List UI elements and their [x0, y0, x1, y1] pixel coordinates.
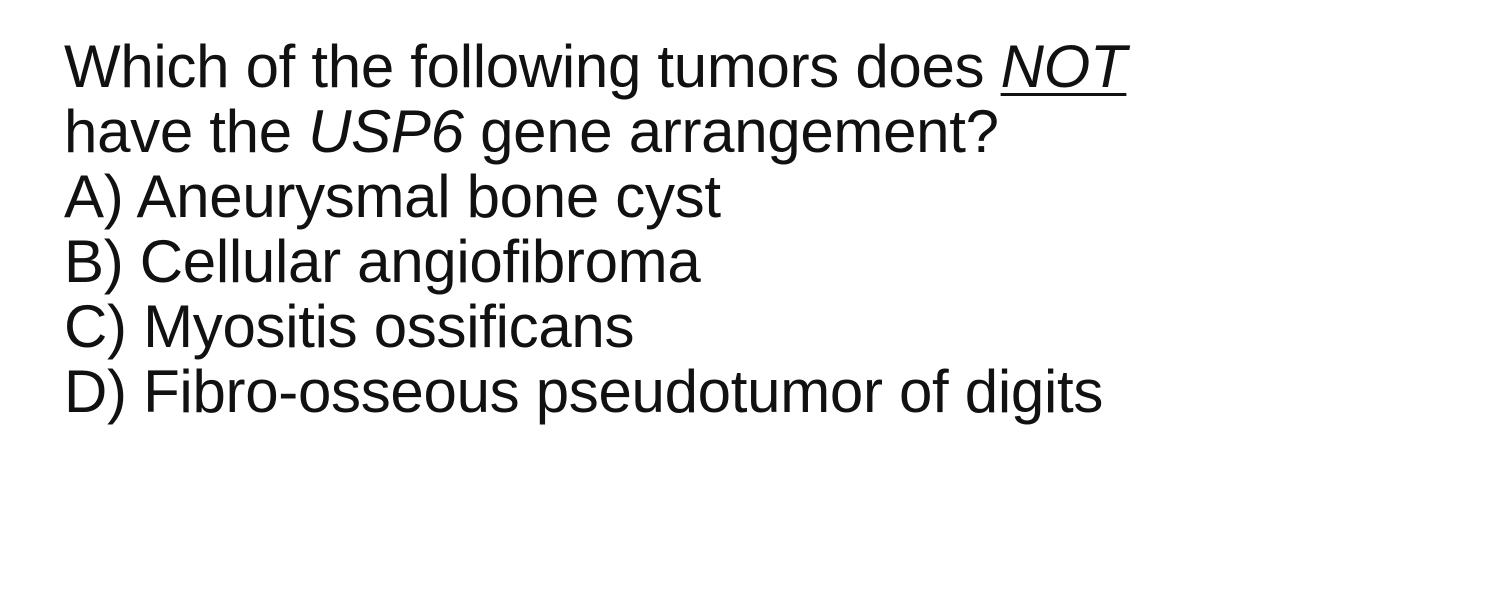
option-c: C) Myositis ossificans	[64, 293, 635, 360]
option-d: D) Fibro-osseous pseudotumor of digits	[64, 358, 1104, 425]
question-text-start: Which of the following tumors does	[64, 33, 1001, 100]
question-line-2: have the USP6 gene arrangement?	[64, 99, 1484, 164]
option-b: B) Cellular angiofibroma	[64, 228, 701, 295]
quiz-slide: Which of the following tumors does NOT h…	[64, 34, 1484, 424]
question-line-1: Which of the following tumors does NOT	[64, 34, 1484, 99]
question-text-have: have the	[64, 98, 309, 165]
question-emphasis-not: NOT	[1000, 33, 1127, 100]
option-a: A) Aneurysmal bone cyst	[64, 163, 721, 230]
gene-name: USP6	[308, 98, 464, 165]
question-text-end: gene arrangement?	[463, 98, 999, 165]
